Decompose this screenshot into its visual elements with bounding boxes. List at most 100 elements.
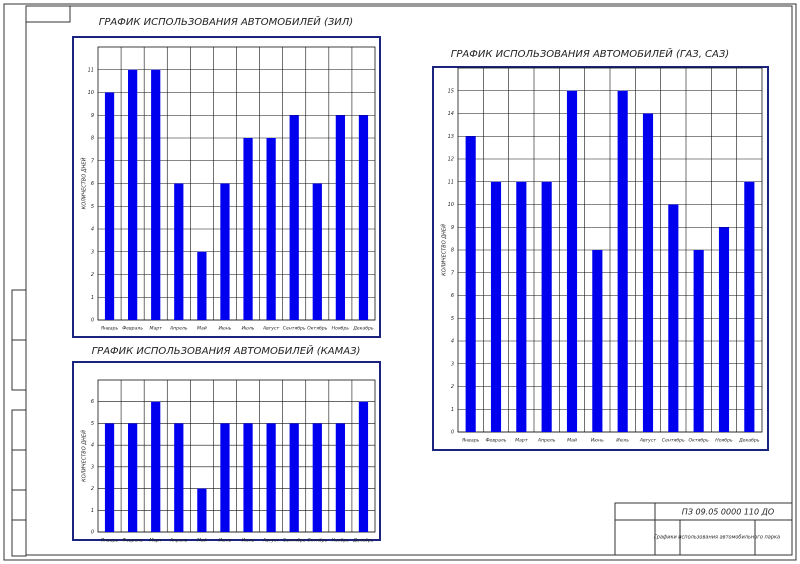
bar <box>128 423 138 532</box>
y-tick-label: 4 <box>451 339 454 345</box>
bar <box>243 138 253 320</box>
bar <box>174 423 184 532</box>
x-tick-label: Октябрь <box>689 438 710 444</box>
x-tick-label: Июнь <box>218 326 231 332</box>
bar <box>541 181 552 432</box>
strip-box <box>11 409 27 557</box>
y-tick-label: 5 <box>451 316 454 322</box>
x-tick-label: Апрель <box>169 326 188 332</box>
y-tick-label: 4 <box>91 443 94 449</box>
bar <box>642 113 654 432</box>
bar <box>312 183 322 320</box>
y-tick-label: 3 <box>91 464 94 470</box>
bar <box>289 423 299 532</box>
y-tick-label: 3 <box>91 249 94 255</box>
x-tick-label: Август <box>262 538 280 544</box>
chart-frame <box>72 36 381 338</box>
bar <box>266 423 276 532</box>
x-tick-label: Декабрь <box>352 538 374 544</box>
bar <box>718 227 730 432</box>
y-axis-label: КОЛИЧЕСТВО ДНЕЙ <box>441 224 448 276</box>
chart-title: ГРАФИК ИСПОЛЬЗОВАНИЯ АВТОМОБИЛЕЙ (КАМАЗ) <box>92 344 361 357</box>
bar <box>289 115 299 320</box>
bar <box>693 250 704 432</box>
y-tick-label: 8 <box>91 136 94 142</box>
bar <box>151 401 161 532</box>
bar <box>128 69 138 320</box>
y-tick-label: 1 <box>91 295 94 301</box>
inner-frame <box>25 5 793 556</box>
y-tick-label: 5 <box>91 204 94 210</box>
y-tick-label: 8 <box>451 248 454 254</box>
x-tick-label: Ноябрь <box>715 438 733 444</box>
title-block: ПЗ 09.05 0000 110 ДО Графики использован… <box>614 502 793 556</box>
x-tick-label: Июнь <box>218 538 231 544</box>
chart-frame <box>72 361 381 541</box>
bar <box>104 423 115 532</box>
x-tick-label: Март <box>150 538 163 544</box>
x-tick-label: Июль <box>242 538 255 544</box>
x-tick-label: Май <box>197 538 207 544</box>
x-tick-label: Январь <box>100 326 119 332</box>
bar <box>617 90 628 432</box>
y-tick-label: 9 <box>451 225 454 231</box>
y-tick-label: 11 <box>88 67 94 73</box>
y-tick-label: 6 <box>91 399 94 405</box>
bar <box>220 423 230 532</box>
bar <box>266 138 276 320</box>
y-tick-label: 5 <box>91 421 94 427</box>
y-tick-label: 15 <box>448 88 454 94</box>
y-axis-label: КОЛИЧЕСТВО ДНЕЙ <box>81 157 88 209</box>
bar <box>744 181 755 432</box>
y-tick-label: 2 <box>91 486 94 492</box>
x-tick-label: Сентябрь <box>283 326 306 332</box>
x-tick-label: Июнь <box>591 438 604 444</box>
y-tick-label: 6 <box>91 181 94 187</box>
x-tick-label: Ноябрь <box>332 538 350 544</box>
x-tick-label: Октябрь <box>307 326 328 332</box>
x-tick-label: Апрель <box>169 538 188 544</box>
stamp-code: ПЗ 09.05 0000 110 ДО <box>682 508 774 517</box>
x-tick-label: Сентябрь <box>662 438 685 444</box>
corner-box <box>25 5 71 23</box>
x-tick-label: Июль <box>616 438 629 444</box>
x-tick-label: Сентябрь <box>283 538 306 544</box>
bar <box>566 90 578 432</box>
y-tick-label: 7 <box>451 270 455 276</box>
bar <box>151 69 161 320</box>
y-tick-label: 14 <box>448 111 454 117</box>
bar <box>516 181 527 432</box>
y-tick-label: 0 <box>91 318 94 324</box>
bar <box>335 115 345 320</box>
bar <box>358 401 369 532</box>
bar <box>490 181 502 432</box>
x-tick-label: Март <box>150 326 163 332</box>
x-tick-label: Август <box>639 438 657 444</box>
y-tick-label: 9 <box>91 113 94 119</box>
outer-frame <box>3 3 797 561</box>
x-tick-label: Август <box>262 326 280 332</box>
x-tick-label: Октябрь <box>307 538 328 544</box>
bar <box>465 136 476 432</box>
stamp-name: Графики использования автомобильного пар… <box>654 535 780 541</box>
y-tick-label: 10 <box>448 202 454 208</box>
bar <box>197 251 207 320</box>
bar <box>220 183 230 320</box>
bar <box>335 423 345 532</box>
x-tick-label: Декабрь <box>352 326 374 332</box>
bar <box>358 115 369 320</box>
stamp-box <box>614 502 793 556</box>
y-tick-label: 6 <box>451 293 454 299</box>
x-tick-label: Январь <box>461 438 480 444</box>
x-tick-label: Февраль <box>486 438 507 444</box>
y-tick-label: 11 <box>448 179 454 185</box>
bar <box>197 488 207 532</box>
x-tick-label: Ноябрь <box>332 326 350 332</box>
y-tick-label: 0 <box>91 530 94 536</box>
x-tick-label: Декабрь <box>738 438 760 444</box>
y-tick-label: 1 <box>451 407 454 413</box>
x-tick-label: Январь <box>100 538 119 544</box>
x-tick-label: Июль <box>242 326 255 332</box>
y-tick-label: 3 <box>451 361 454 367</box>
x-tick-label: Апрель <box>537 438 556 444</box>
